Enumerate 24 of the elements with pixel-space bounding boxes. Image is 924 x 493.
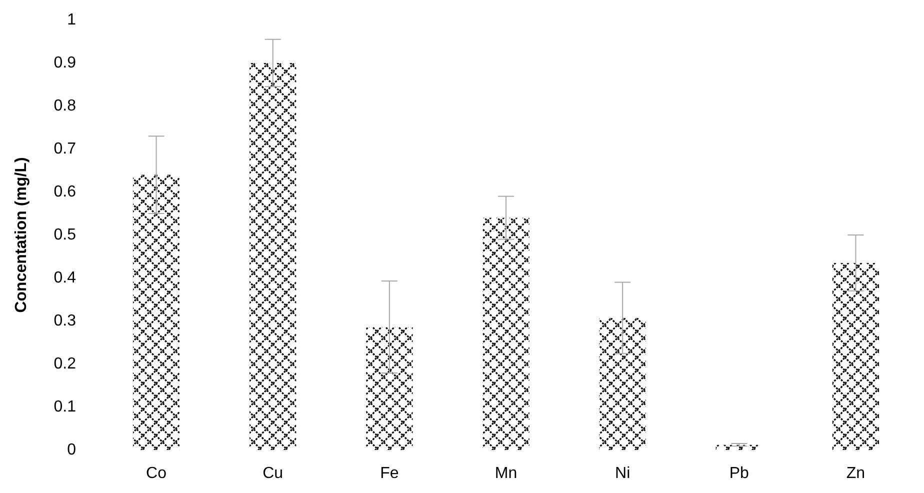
y-tick-label: 0.3	[54, 312, 76, 330]
x-tick-label: Pb	[729, 465, 750, 482]
bar	[599, 318, 646, 450]
bar	[132, 174, 180, 450]
y-tick-label: 0.9	[54, 54, 76, 72]
x-tick-label: Co	[146, 465, 167, 482]
x-tick-label: Mn	[494, 465, 518, 482]
y-tick-label: 0.7	[54, 140, 76, 158]
y-tick-label: 0.1	[54, 398, 76, 416]
bar	[366, 327, 413, 450]
bar	[250, 63, 296, 450]
y-tick-label: 1	[67, 12, 76, 28]
y-tick-label: 0.5	[54, 226, 76, 244]
y-tick-label: 0	[67, 442, 76, 458]
y-tick-label: 0.4	[54, 270, 76, 286]
bar	[482, 218, 530, 450]
y-axis-title: Concentation (mg/L)	[13, 157, 30, 313]
y-tick-label: 0.6	[54, 184, 76, 200]
x-tick-label: Ni	[615, 465, 630, 482]
x-tick-label: Fe	[380, 465, 399, 482]
x-tick-label: Cu	[262, 465, 284, 482]
y-tick-label: 0.8	[54, 98, 76, 114]
x-tick-label: Zn	[846, 465, 866, 482]
y-tick-label: 0.2	[54, 356, 76, 372]
